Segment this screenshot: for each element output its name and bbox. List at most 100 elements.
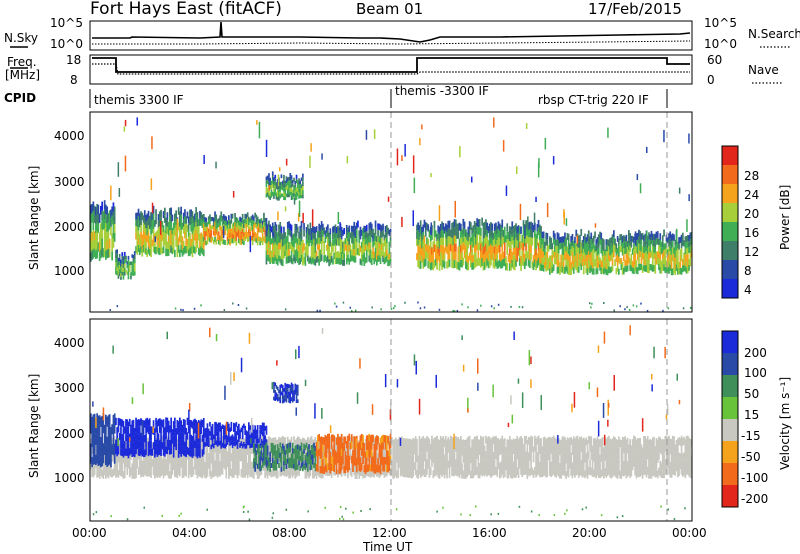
- velocity-echo-cell: [544, 460, 546, 468]
- power-echo-cell: [592, 255, 595, 262]
- power-echo-cell: [328, 239, 330, 247]
- power-echo-cell: [202, 223, 205, 228]
- power-speckle: [493, 117, 495, 128]
- velocity-echo-cell: [229, 444, 231, 453]
- power-echo-cell: [133, 271, 136, 276]
- power-echo-cell: [182, 240, 185, 248]
- velocity-echo-cell: [216, 462, 219, 470]
- power-echo-cell: [350, 237, 353, 244]
- velocity-echo-cell: [658, 467, 660, 476]
- velocity-echo-cell: [523, 435, 526, 444]
- power-echo-cell: [383, 234, 386, 241]
- velocity-echo-cell: [419, 462, 422, 471]
- velocity-echo-cell: [172, 454, 175, 463]
- power-echo-cell: [352, 231, 354, 238]
- velocity-echo-cell: [665, 443, 668, 452]
- velocity-echo-cell: [354, 471, 357, 479]
- power-echo-cell: [549, 236, 551, 243]
- power-echo-cell: [162, 246, 165, 254]
- velocity-echo-cell: [167, 470, 170, 478]
- power-echo-cell: [121, 260, 124, 264]
- power-echo-cell: [472, 240, 475, 248]
- velocity-echo-cell: [644, 451, 646, 460]
- power-echo-cell: [186, 245, 189, 253]
- power-echo-cell: [475, 252, 477, 260]
- power-echo-cell: [574, 262, 576, 269]
- velocity-echo-cell: [475, 436, 477, 445]
- power-echo-cell: [516, 247, 519, 255]
- power-echo-cell: [205, 222, 208, 227]
- velocity-echo-cell: [510, 439, 512, 448]
- power-echo-cell: [520, 263, 522, 271]
- velocity-echo-cell: [655, 461, 658, 470]
- power-echo-cell: [280, 174, 283, 179]
- power-echo-cell: [624, 259, 626, 266]
- velocity-echo-cell: [684, 454, 687, 463]
- velocity-echo-cell: [592, 446, 595, 454]
- power-cbar-tick-16: 16: [744, 226, 759, 240]
- power-echo-cell: [205, 231, 208, 237]
- velocity-echo-cell: [123, 448, 126, 456]
- velocity-echo-cell: [565, 471, 567, 479]
- velocity-echo-cell: [466, 469, 468, 478]
- power-echo-cell: [310, 234, 313, 241]
- velocity-echo-cell: [258, 470, 260, 479]
- power-echo-cell: [216, 232, 219, 237]
- velocity-echo-cell: [458, 439, 461, 447]
- power-echo-cell: [304, 259, 307, 266]
- power-echo-cell: [517, 248, 520, 256]
- power-echo-cell: [481, 217, 483, 226]
- power-low-range-echo: [476, 309, 479, 312]
- velocity-echo-cell: [96, 413, 98, 424]
- power-echo-cell: [127, 275, 130, 280]
- power-echo-cell: [481, 249, 483, 258]
- power-echo-cell: [624, 265, 626, 272]
- power-echo-cell: [663, 250, 665, 258]
- velocity-echo-cell: [236, 470, 239, 479]
- power-echo-cell: [416, 231, 418, 239]
- power-echo-cell: [207, 216, 210, 221]
- velocity-echo-cell: [618, 467, 620, 476]
- power-speckle: [387, 196, 390, 202]
- power-echo-cell: [165, 240, 167, 249]
- power-echo-cell: [595, 256, 598, 263]
- power-echo-cell: [253, 224, 255, 229]
- power-low-range-echo: [232, 302, 234, 305]
- power-echo-cell: [473, 252, 476, 261]
- velocity-echo-cell: [526, 471, 529, 479]
- velocity-echo-cell: [414, 459, 417, 468]
- velocity-echo-cell: [468, 459, 471, 467]
- power-echo-cell: [614, 238, 616, 246]
- power-echo-cell: [559, 237, 561, 244]
- power-echo-cell: [493, 223, 496, 232]
- power-echo-cell: [513, 247, 516, 256]
- velocity-echo-cell: [90, 443, 92, 454]
- power-echo-cell: [118, 261, 121, 266]
- power-echo-cell: [224, 225, 226, 231]
- power-echo-cell: [329, 252, 332, 259]
- velocity-echo-cell: [554, 437, 556, 446]
- velocity-echo-cell: [421, 453, 423, 461]
- velocity-echo-cell: [164, 452, 166, 461]
- velocity-echo-cell: [90, 461, 92, 470]
- power-echo-cell: [565, 257, 567, 265]
- power-echo-cell: [253, 216, 255, 221]
- freq-trace: [92, 57, 690, 73]
- power-echo-cell: [532, 262, 535, 270]
- power-echo-cell: [490, 243, 492, 251]
- velocity-echo-cell: [404, 446, 407, 455]
- power-echo-cell: [170, 237, 172, 246]
- power-echo-cell: [638, 243, 640, 251]
- power-echo-cell: [511, 221, 514, 230]
- power-echo-cell: [166, 219, 169, 227]
- velocity-echo-cell: [645, 446, 648, 455]
- power-echo-cell: [683, 252, 685, 259]
- power-echo-cell: [529, 260, 531, 268]
- power-echo-cell: [455, 235, 457, 244]
- velocity-echo-cell: [575, 436, 578, 445]
- velocity-echo-cell: [680, 466, 683, 475]
- power-echo-cell: [554, 239, 556, 246]
- velocity-echo-cell: [461, 440, 463, 448]
- velocity-echo-cell: [581, 454, 584, 463]
- velocity-echo-cell: [424, 453, 427, 462]
